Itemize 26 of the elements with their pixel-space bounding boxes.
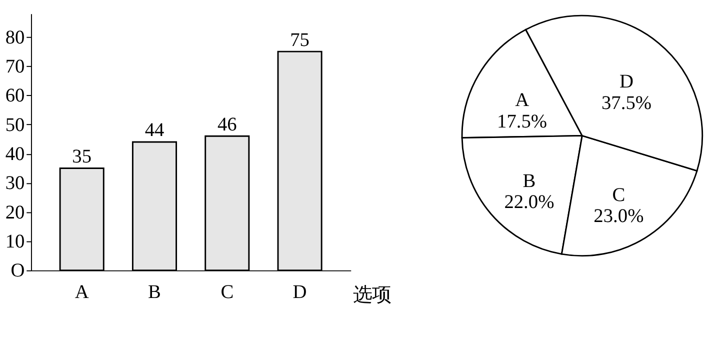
y-tick-label: 50 (5, 114, 25, 136)
y-tick-label: 20 (5, 202, 25, 224)
y-tick-label: 80 (5, 27, 25, 48)
data-label: 37.5% (601, 93, 652, 114)
x-tick-label: D (292, 282, 307, 303)
data-label: 44 (144, 120, 164, 142)
data-label: 75 (290, 30, 310, 51)
x-tick-label: C (220, 282, 234, 303)
y-tick-label: 70 (5, 56, 25, 78)
slice-label: C (612, 184, 626, 206)
x-axis-title: 选项 (353, 284, 392, 306)
data-label: 17.5% (497, 111, 548, 132)
y-tick-label: 10 (5, 231, 25, 252)
x-tick-label: B (148, 282, 161, 303)
y-tick-label: 30 (5, 173, 25, 194)
slice-label: A (515, 90, 530, 112)
data-label: 22.0% (504, 192, 554, 214)
y-tick-label: 40 (5, 144, 25, 165)
x-tick-label: A (74, 282, 89, 303)
slice-label: D (620, 72, 634, 93)
data-label: 23.0% (594, 206, 644, 228)
data-label: 35 (72, 146, 92, 168)
slice-label: B (522, 170, 536, 192)
y-tick-label: O (10, 260, 25, 282)
y-tick-label: 60 (5, 86, 25, 107)
data-label: 46 (217, 114, 238, 136)
